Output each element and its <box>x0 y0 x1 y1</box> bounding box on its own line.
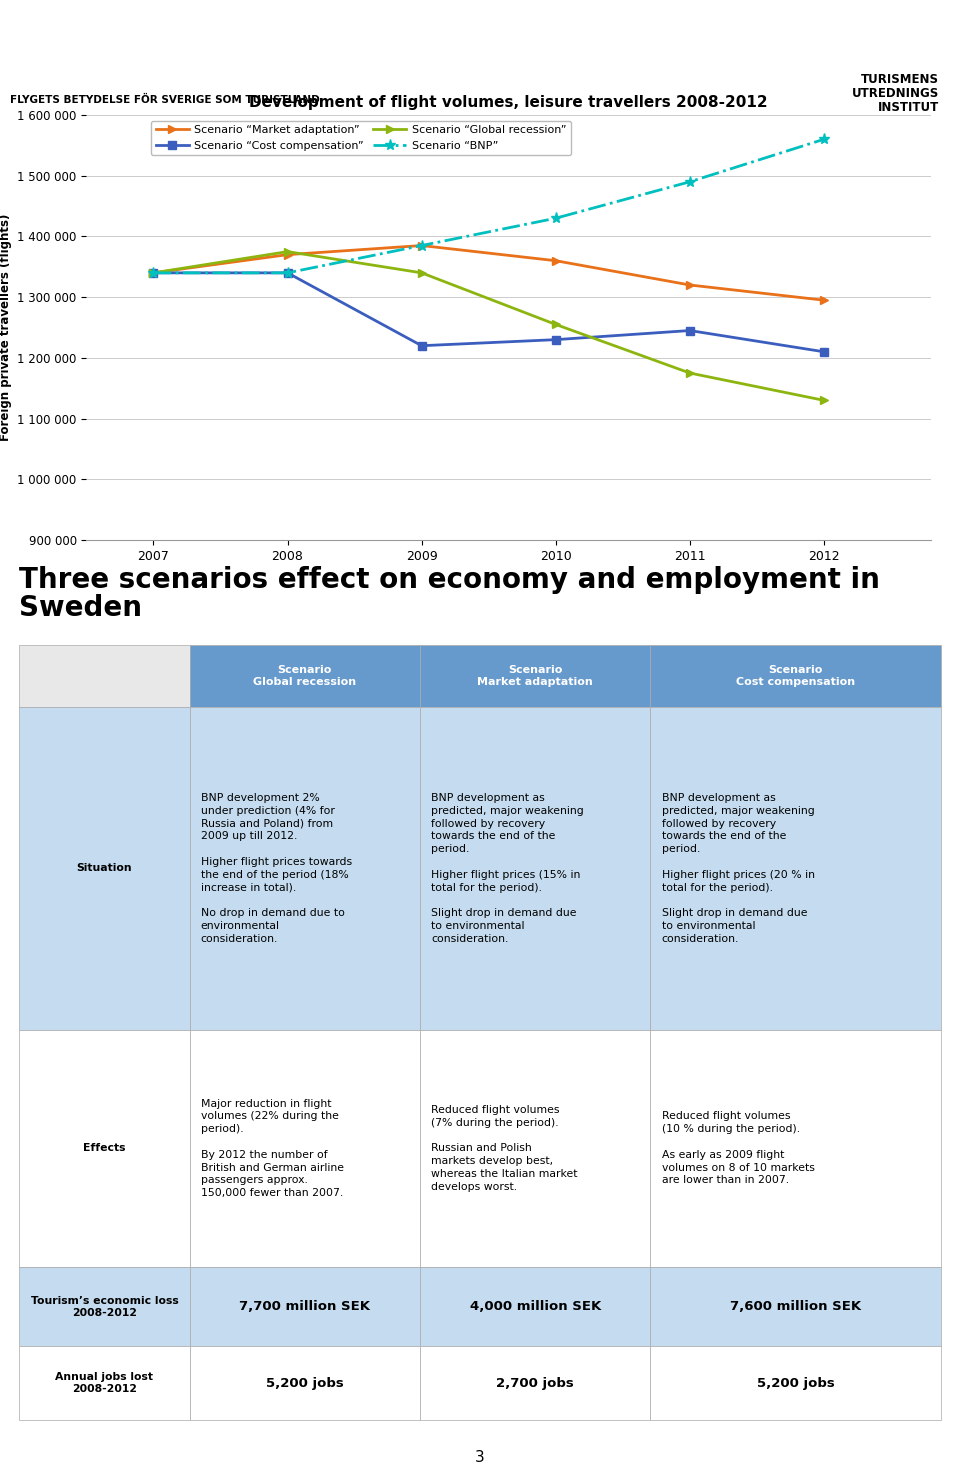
Bar <box>190 645 420 707</box>
Bar <box>651 707 941 1029</box>
Text: Situation: Situation <box>77 864 132 873</box>
Bar <box>420 1267 651 1347</box>
Bar <box>651 645 941 707</box>
Bar <box>190 1267 420 1347</box>
Bar <box>420 645 651 707</box>
Text: TURISMENS: TURISMENS <box>861 72 939 86</box>
Text: UTREDNINGS: UTREDNINGS <box>852 87 939 100</box>
Text: 2,700 jobs: 2,700 jobs <box>496 1377 574 1390</box>
Bar <box>190 707 420 1029</box>
Bar <box>190 1347 420 1419</box>
Text: Sweden: Sweden <box>19 595 142 622</box>
Text: Scenario
Cost compensation: Scenario Cost compensation <box>736 665 855 687</box>
Text: Reduced flight volumes
(10 % during the period).

As early as 2009 flight
volume: Reduced flight volumes (10 % during the … <box>661 1112 814 1186</box>
Text: 7,600 million SEK: 7,600 million SEK <box>731 1300 861 1313</box>
Text: Scenario
Global recession: Scenario Global recession <box>253 665 356 687</box>
Text: Three scenarios effect on economy and employment in: Three scenarios effect on economy and em… <box>19 566 880 594</box>
Text: Major reduction in flight
volumes (22% during the
period).

By 2012 the number o: Major reduction in flight volumes (22% d… <box>201 1099 344 1198</box>
Bar <box>19 1267 190 1347</box>
Text: Effects: Effects <box>84 1143 126 1154</box>
Text: BNP development 2%
under prediction (4% for
Russia and Poland) from
2009 up till: BNP development 2% under prediction (4% … <box>201 793 352 944</box>
Legend: Scenario “Market adaptation”, Scenario “Cost compensation”, Scenario “Global rec: Scenario “Market adaptation”, Scenario “… <box>151 121 571 155</box>
Text: 5,200 jobs: 5,200 jobs <box>266 1377 344 1390</box>
Bar <box>19 1347 190 1419</box>
Text: FLYGETS BETYDELSE FÖR SVERIGE SOM TURISTLAND: FLYGETS BETYDELSE FÖR SVERIGE SOM TURIST… <box>10 95 320 105</box>
Text: Scenario
Market adaptation: Scenario Market adaptation <box>477 665 593 687</box>
Title: Development of flight volumes, leisure travellers 2008-2012: Development of flight volumes, leisure t… <box>250 95 768 109</box>
Text: Annual jobs lost
2008-2012: Annual jobs lost 2008-2012 <box>56 1372 154 1394</box>
Bar <box>190 1029 420 1267</box>
Text: Tourism’s economic loss
2008-2012: Tourism’s economic loss 2008-2012 <box>31 1295 179 1317</box>
Text: Reduced flight volumes
(7% during the period).

Russian and Polish
markets devel: Reduced flight volumes (7% during the pe… <box>431 1105 578 1192</box>
Text: 4,000 million SEK: 4,000 million SEK <box>469 1300 601 1313</box>
Text: INSTITUT: INSTITUT <box>877 102 939 114</box>
Bar <box>19 645 190 707</box>
Text: 5,200 jobs: 5,200 jobs <box>756 1377 834 1390</box>
Bar <box>651 1267 941 1347</box>
Text: BNP development as
predicted, major weakening
followed by recovery
towards the e: BNP development as predicted, major weak… <box>661 793 814 944</box>
Y-axis label: Foreign private travellers (flights): Foreign private travellers (flights) <box>0 214 12 442</box>
Bar <box>420 1029 651 1267</box>
Text: BNP development as
predicted, major weakening
followed by recovery
towards the e: BNP development as predicted, major weak… <box>431 793 584 944</box>
Text: 3: 3 <box>475 1450 485 1465</box>
Bar <box>420 707 651 1029</box>
Bar <box>19 707 190 1029</box>
Bar <box>651 1347 941 1419</box>
Bar <box>651 1029 941 1267</box>
Bar <box>19 1029 190 1267</box>
Bar <box>420 1347 651 1419</box>
Text: 7,700 million SEK: 7,700 million SEK <box>239 1300 371 1313</box>
